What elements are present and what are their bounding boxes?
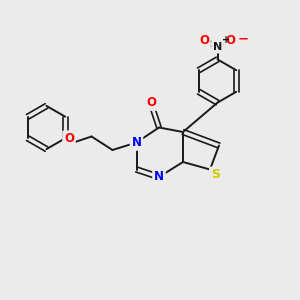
Text: O: O — [225, 34, 235, 47]
Text: N: N — [131, 136, 142, 149]
Text: +: + — [222, 35, 230, 45]
Text: O: O — [146, 96, 157, 109]
Text: N: N — [213, 42, 222, 52]
Text: O: O — [199, 34, 209, 47]
Text: N: N — [154, 170, 164, 184]
Text: S: S — [211, 168, 220, 182]
Text: −: − — [237, 33, 248, 46]
Text: O: O — [64, 132, 74, 145]
